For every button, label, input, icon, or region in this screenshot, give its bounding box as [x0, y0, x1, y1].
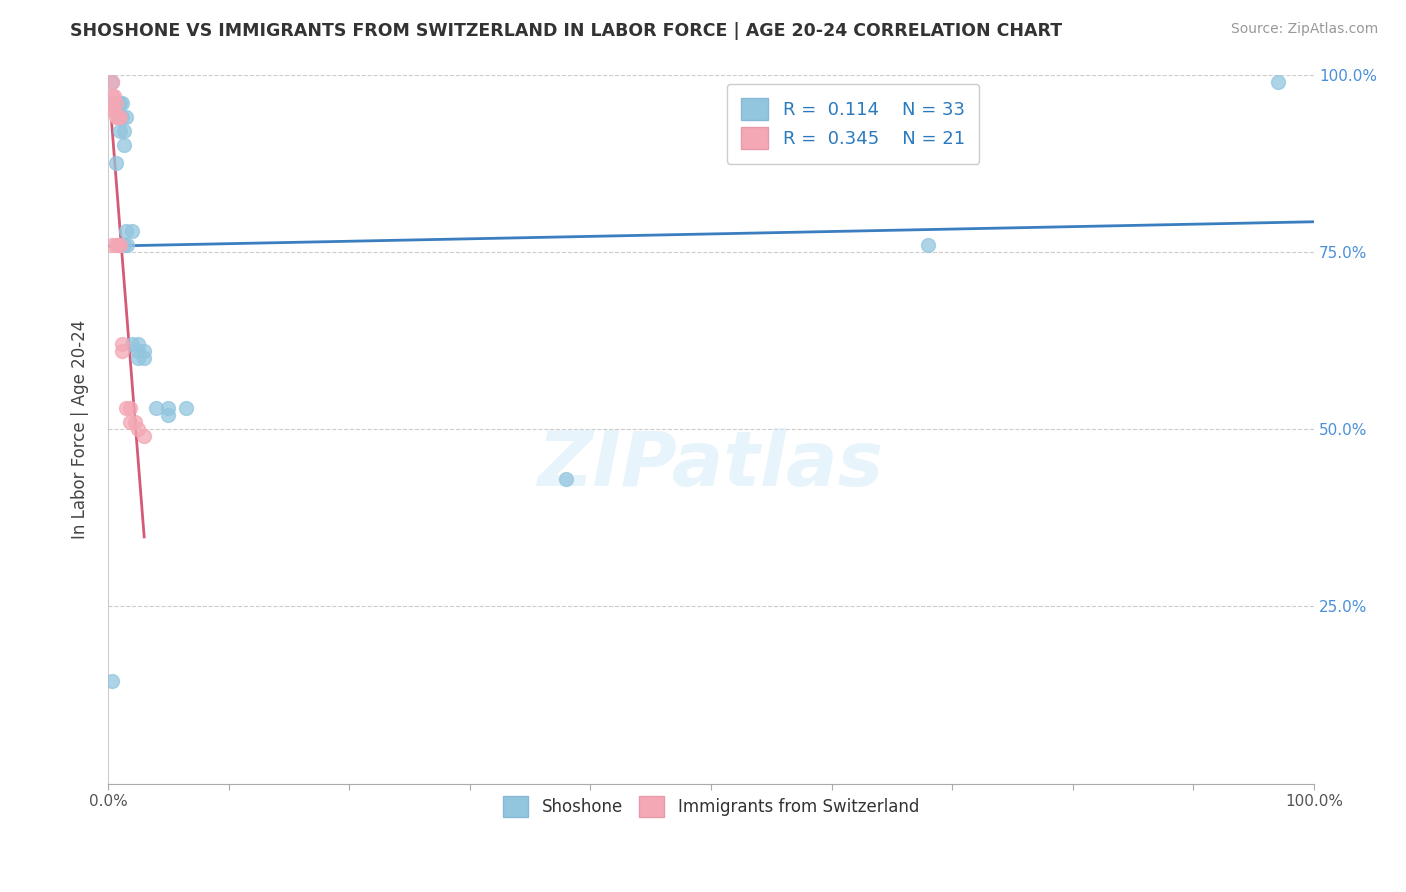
Text: Source: ZipAtlas.com: Source: ZipAtlas.com: [1230, 22, 1378, 37]
Point: [108, 124, 131, 138]
Point: [112, 138, 135, 153]
Text: ZIPatlas: ZIPatlas: [538, 427, 884, 501]
Point: [111, 337, 134, 351]
Point: [115, 401, 138, 415]
Point: [115, 110, 138, 124]
Point: [103, 88, 125, 103]
Point: [121, 337, 143, 351]
Point: [103, 103, 125, 117]
Legend: Shoshone, Immigrants from Switzerland: Shoshone, Immigrants from Switzerland: [495, 788, 928, 825]
Point: [100, 103, 122, 117]
Point: [105, 110, 128, 124]
Point: [127, 351, 149, 366]
Point: [134, 344, 156, 359]
Point: [145, 401, 167, 415]
Point: [118, 415, 141, 429]
Point: [555, 472, 578, 486]
Point: [100, 95, 122, 110]
Point: [108, 95, 131, 110]
Point: [1267, 74, 1289, 88]
Point: [100, 237, 122, 252]
Point: [121, 223, 143, 237]
Point: [917, 237, 939, 252]
Point: [108, 237, 131, 252]
Point: [176, 401, 198, 415]
Point: [100, 88, 122, 103]
Y-axis label: In Labor Force | Age 20-24: In Labor Force | Age 20-24: [72, 319, 89, 539]
Text: SHOSHONE VS IMMIGRANTS FROM SWITZERLAND IN LABOR FORCE | AGE 20-24 CORRELATION C: SHOSHONE VS IMMIGRANTS FROM SWITZERLAND …: [70, 22, 1063, 40]
Point: [112, 124, 135, 138]
Point: [115, 223, 138, 237]
Point: [107, 237, 129, 252]
Point: [124, 415, 146, 429]
Point: [127, 337, 149, 351]
Point: [105, 237, 128, 252]
Point: [157, 401, 180, 415]
Point: [100, 74, 122, 88]
Point: [117, 237, 139, 252]
Point: [100, 673, 122, 688]
Point: [100, 74, 122, 88]
Point: [111, 95, 134, 110]
Point: [108, 110, 131, 124]
Point: [111, 344, 134, 359]
Point: [105, 95, 128, 110]
Point: [134, 429, 156, 443]
Point: [112, 237, 135, 252]
Point: [118, 401, 141, 415]
Point: [108, 110, 131, 124]
Point: [105, 156, 128, 170]
Point: [134, 351, 156, 366]
Point: [108, 237, 131, 252]
Point: [111, 110, 134, 124]
Point: [157, 408, 180, 422]
Point: [105, 95, 128, 110]
Point: [127, 344, 149, 359]
Point: [107, 95, 129, 110]
Point: [107, 110, 129, 124]
Point: [127, 422, 149, 436]
Point: [107, 106, 129, 120]
